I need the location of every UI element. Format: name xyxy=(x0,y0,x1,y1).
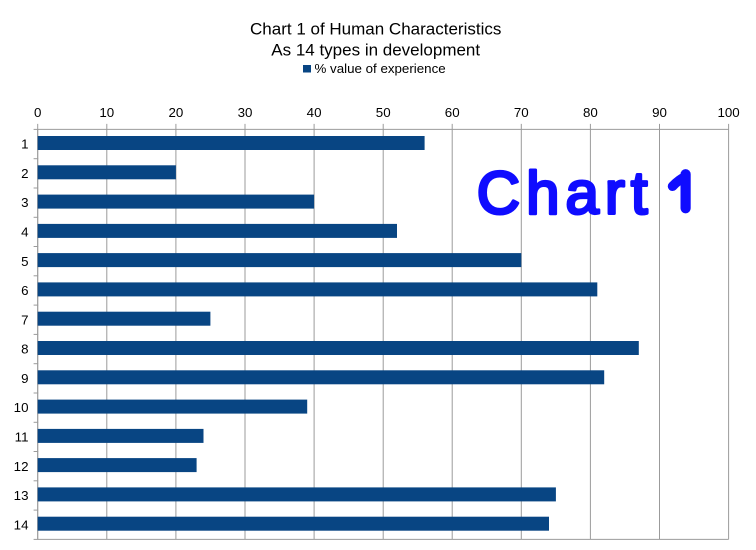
svg-text:90: 90 xyxy=(652,105,667,120)
svg-text:100: 100 xyxy=(717,105,739,120)
svg-text:13: 13 xyxy=(14,488,29,503)
svg-text:9: 9 xyxy=(21,371,28,386)
svg-text:8: 8 xyxy=(21,342,28,357)
svg-text:14: 14 xyxy=(14,517,29,532)
svg-text:30: 30 xyxy=(238,105,253,120)
svg-text:70: 70 xyxy=(514,105,529,120)
svg-text:12: 12 xyxy=(14,459,29,474)
svg-text:% value of experience: % value of experience xyxy=(315,61,446,76)
svg-text:11: 11 xyxy=(15,430,29,445)
svg-text:As 14 types in development: As 14 types in development xyxy=(271,41,480,60)
svg-text:10: 10 xyxy=(14,400,29,415)
svg-text:1: 1 xyxy=(21,137,28,152)
svg-text:10: 10 xyxy=(99,105,114,120)
svg-text:5: 5 xyxy=(21,254,28,269)
svg-text:4: 4 xyxy=(21,225,29,240)
svg-text:20: 20 xyxy=(168,105,183,120)
svg-text:0: 0 xyxy=(34,105,41,120)
svg-text:50: 50 xyxy=(376,105,391,120)
svg-text:2: 2 xyxy=(21,166,28,181)
svg-text:60: 60 xyxy=(445,105,460,120)
svg-text:Chart 1 of Human Characteristi: Chart 1 of Human Characteristics xyxy=(250,20,501,39)
svg-text:40: 40 xyxy=(307,105,322,120)
svg-text:Chart: Chart xyxy=(477,160,654,227)
svg-text:80: 80 xyxy=(583,105,598,120)
svg-text:6: 6 xyxy=(21,283,28,298)
svg-text:7: 7 xyxy=(21,312,28,327)
svg-text:3: 3 xyxy=(21,195,28,210)
